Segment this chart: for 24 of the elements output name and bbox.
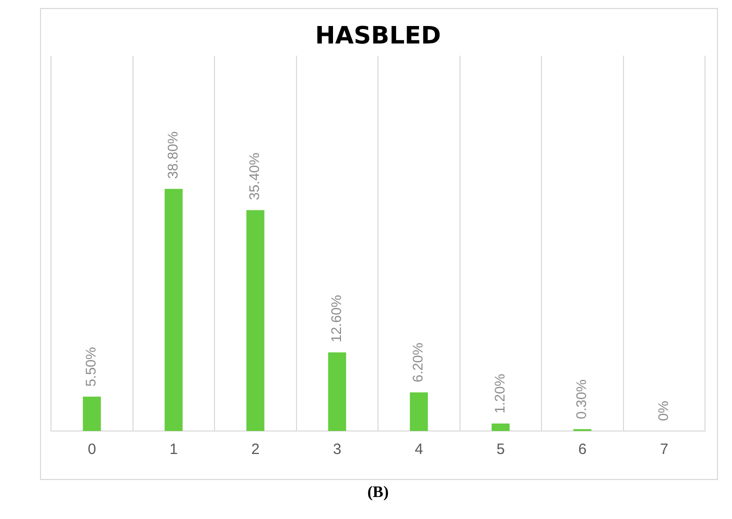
x-tick-label: 0 [88,441,96,458]
data-label: 0.30% [573,379,590,420]
data-label: 35.40% [246,152,262,200]
data-label: 38.80% [164,131,180,179]
bar [164,188,183,431]
text: (B) [366,484,390,502]
x-tick-label: 5 [496,441,505,458]
x-tick-label: 4 [414,441,424,458]
bar [82,396,101,431]
bar [410,392,428,431]
data-label: 0% [654,400,671,421]
bar [492,424,510,431]
data-label: 6.20% [410,342,426,382]
bar [328,352,346,431]
data-label: 12.60% [328,294,344,342]
x-tick-label: 6 [578,441,587,458]
x-tick-label: 7 [660,441,668,458]
x-tick-label: 3 [332,441,342,458]
data-label: 1.20% [491,374,508,414]
x-tick-label: 1 [169,441,178,458]
bar [246,210,264,431]
chart-title: HASBLED [315,22,441,50]
x-tick-label: 2 [251,441,260,458]
data-label: 5.50% [82,346,99,387]
